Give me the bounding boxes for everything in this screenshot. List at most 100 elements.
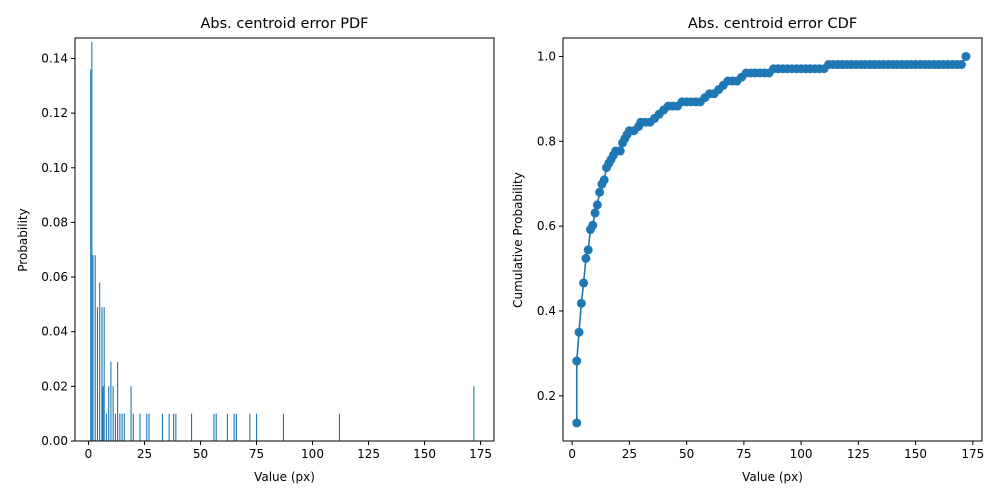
pdf-x-tick-label: 50 <box>193 447 208 461</box>
cdf-x-tick-label: 0 <box>568 447 576 461</box>
pdf-bar <box>110 361 112 441</box>
pdf-y-tick-label: 0.12 <box>41 106 68 120</box>
cdf-y-tick-label: 1.0 <box>537 49 556 63</box>
cdf-point <box>599 175 609 185</box>
cdf-x-tick-label: 50 <box>679 447 694 461</box>
cdf-point <box>592 200 602 210</box>
pdf-x-tick-label: 0 <box>85 447 93 461</box>
cdf-point <box>588 220 598 230</box>
pdf-x-axis-label: Value (px) <box>254 470 315 484</box>
cdf-x-tick-label: 100 <box>790 447 813 461</box>
cdf-x-tick-label: 25 <box>622 447 637 461</box>
pdf-x-axis: 0 25 50 75 100 125 150 175 <box>85 441 492 461</box>
pdf-bar <box>96 307 99 441</box>
pdf-x-tick-label: 150 <box>413 447 436 461</box>
cdf-point <box>590 208 600 218</box>
pdf-plot-frame <box>74 37 495 442</box>
pdf-bar <box>191 413 193 441</box>
pdf-bar <box>103 307 105 441</box>
pdf-bar <box>473 386 475 441</box>
cdf-point <box>583 245 593 255</box>
pdf-y-tick-label: 0.06 <box>41 270 68 284</box>
pdf-x-tick-label: 25 <box>137 447 152 461</box>
cdf-point <box>956 60 966 70</box>
pdf-bar <box>139 413 141 441</box>
pdf-y-tick-label: 0.04 <box>41 325 68 339</box>
pdf-bar <box>132 413 134 441</box>
cdf-line <box>575 56 967 423</box>
cdf-point <box>574 327 584 337</box>
cdf-point <box>581 253 591 263</box>
cdf-point <box>595 187 605 197</box>
pdf-y-axis: 0.00 0.02 0.04 0.06 0.08 0.10 0.12 0.14 <box>41 51 75 448</box>
pdf-bar <box>226 413 228 441</box>
cdf-point <box>576 298 586 308</box>
cdf-plot-frame <box>562 37 983 442</box>
pdf-y-tick-label: 0.08 <box>41 215 68 229</box>
pdf-bar <box>105 413 107 441</box>
pdf-bar <box>108 386 110 441</box>
cdf-point <box>579 278 589 288</box>
pdf-bar <box>175 413 177 441</box>
cdf-series <box>572 51 971 428</box>
cdf-point <box>961 51 971 61</box>
pdf-bar <box>233 413 235 441</box>
cdf-point <box>572 418 582 428</box>
pdf-bars <box>90 42 475 442</box>
pdf-bar <box>91 42 93 442</box>
pdf-y-axis-label: Probability <box>16 208 30 271</box>
pdf-y-tick-label: 0.10 <box>41 161 68 175</box>
pdf-x-tick-label: 125 <box>357 447 380 461</box>
pdf-bar <box>94 255 96 441</box>
pdf-bar <box>146 413 148 441</box>
cdf-panel: Abs. centroid error CDF 0 25 50 75 100 125 150… <box>511 16 984 484</box>
pdf-bar <box>101 307 103 441</box>
pdf-bar <box>215 413 217 441</box>
cdf-x-tick-label: 150 <box>904 447 927 461</box>
cdf-x-tick-label: 175 <box>961 447 984 461</box>
cdf-y-tick-label: 0.8 <box>537 134 556 148</box>
pdf-x-tick-label: 175 <box>469 447 492 461</box>
pdf-x-tick-label: 75 <box>249 447 264 461</box>
pdf-y-tick-label: 0.00 <box>41 434 68 448</box>
pdf-bar <box>119 413 121 441</box>
pdf-x-tick-label: 100 <box>301 447 324 461</box>
cdf-point <box>615 146 625 156</box>
cdf-point <box>572 356 582 366</box>
pdf-bar <box>123 413 125 441</box>
pdf-bar <box>338 413 340 441</box>
pdf-bar <box>249 413 251 441</box>
pdf-bar <box>168 413 170 441</box>
pdf-bar <box>90 69 92 441</box>
pdf-bar <box>121 413 123 441</box>
pdf-bar <box>213 413 215 441</box>
cdf-title: Abs. centroid error CDF <box>688 16 857 32</box>
cdf-y-tick-label: 0.4 <box>537 304 556 318</box>
cdf-x-axis-label: Value (px) <box>742 470 803 484</box>
cdf-y-axis-label: Cumulative Probability <box>511 172 525 308</box>
pdf-bar <box>114 413 116 441</box>
cdf-y-tick-label: 0.6 <box>537 219 556 233</box>
pdf-title: Abs. centroid error PDF <box>201 16 369 32</box>
pdf-bar <box>112 386 114 441</box>
pdf-bar <box>235 413 237 441</box>
pdf-y-tick-label: 0.02 <box>41 379 68 393</box>
pdf-bar <box>282 413 284 441</box>
pdf-bar <box>255 413 258 441</box>
pdf-panel: Abs. centroid error PDF 0 25 50 75 100 125 150… <box>16 16 495 484</box>
pdf-bar <box>99 282 101 441</box>
cdf-y-tick-label: 0.2 <box>537 389 556 403</box>
pdf-bar <box>92 255 94 441</box>
pdf-bar <box>148 413 150 441</box>
pdf-bar <box>130 386 132 441</box>
cdf-x-tick-label: 125 <box>847 447 870 461</box>
cdf-y-axis: 0.2 0.4 0.6 0.8 1.0 <box>537 49 563 403</box>
pdf-bar <box>173 413 175 441</box>
cdf-x-axis: 0 25 50 75 100 125 150 175 <box>568 441 984 461</box>
pdf-y-tick-label: 0.14 <box>41 51 68 65</box>
pdf-bar <box>161 413 163 441</box>
cdf-x-tick-label: 75 <box>736 447 751 461</box>
pdf-bar <box>102 386 104 441</box>
pdf-bar <box>117 361 119 441</box>
